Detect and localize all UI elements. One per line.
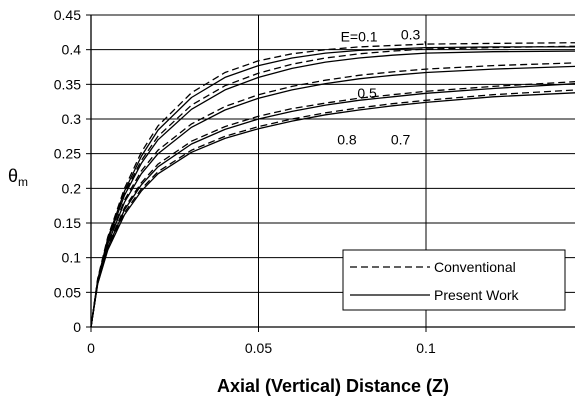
- y-gridlines: [91, 14, 575, 293]
- series-e-0-7-conventional: [90, 81, 575, 328]
- y-tick-label: 0.45: [54, 7, 81, 23]
- y-tick-label: 0.35: [54, 76, 81, 92]
- series-e-0-8-conventional: [90, 89, 575, 328]
- series-e-0-7-present-work: [90, 83, 575, 328]
- x-tick-label: 0.1: [416, 340, 436, 356]
- curve-label: 0.8: [337, 131, 357, 147]
- curve-label: E=0.1: [341, 28, 378, 44]
- legend-box: [342, 249, 566, 311]
- y-tick-label: 0.2: [62, 180, 82, 196]
- y-tick-label: 0.1: [62, 250, 82, 266]
- y-tick-label: 0.4: [62, 42, 82, 58]
- y-axis-label-subscript: m: [18, 175, 28, 189]
- curve-label: 0.7: [391, 131, 411, 147]
- x-tick-label: 0.05: [245, 340, 272, 356]
- axes: [86, 14, 575, 332]
- series-e-0-3-present-work: [90, 50, 575, 328]
- curve-label: 0.5: [357, 85, 377, 101]
- x-tick-label: 0: [87, 340, 95, 356]
- x-tick-labels: 0 0.05 0.1: [87, 340, 436, 356]
- y-tick-label: 0.25: [54, 146, 81, 162]
- series-e-0-5-conventional: [90, 62, 575, 328]
- legend-label-conventional: Conventional: [434, 259, 516, 275]
- y-tick-label: 0: [73, 319, 81, 335]
- series-e-0-8-present-work: [90, 92, 575, 328]
- legend-label-present-work: Present Work: [434, 287, 520, 303]
- curve-label: 0.3: [401, 26, 421, 42]
- curve-label-leader: [424, 41, 427, 47]
- y-tick-label: 0.15: [54, 215, 81, 231]
- y-tick-label: 0.3: [62, 111, 82, 127]
- y-axis-label: θm: [8, 166, 28, 189]
- annotations: E=0.1 0.3 0.5 0.8 0.7: [337, 26, 427, 147]
- y-tick-labels: 0 0.05 0.1 0.15 0.2 0.25 0.3 0.35 0.4 0.45: [54, 7, 81, 335]
- data-series: [90, 42, 575, 328]
- y-tick-label: 0.05: [54, 284, 81, 300]
- series-e-0-1-conventional: [90, 42, 575, 328]
- series-e-0-5-present-work: [90, 65, 575, 328]
- x-axis-label: Axial (Vertical) Distance (Z): [217, 376, 449, 396]
- legend: Conventional Present Work: [342, 249, 566, 311]
- y-axis-label-symbol: θ: [8, 166, 18, 186]
